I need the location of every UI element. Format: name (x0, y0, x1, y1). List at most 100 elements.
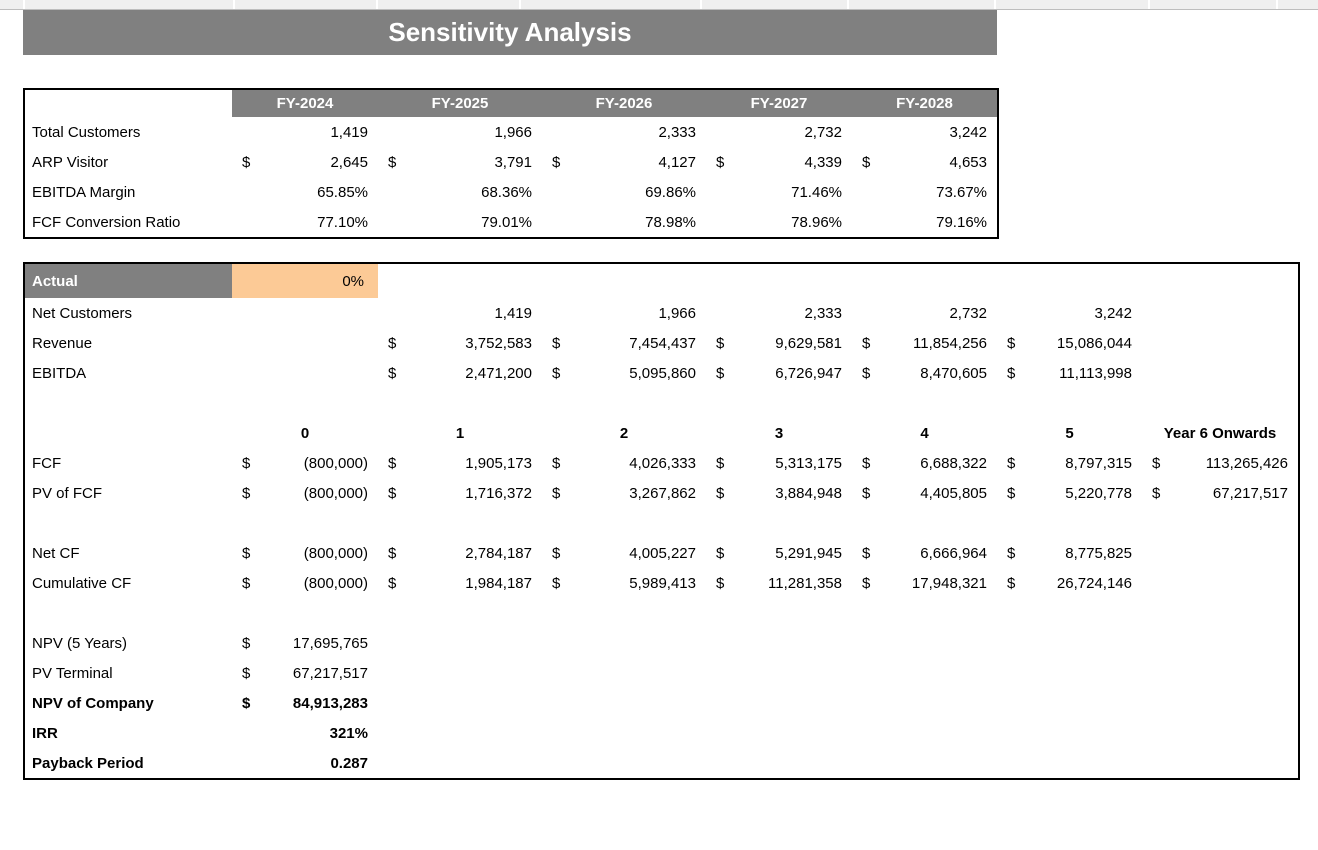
cell: $67,217,517 (242, 664, 368, 682)
dollar-sign: $ (242, 544, 251, 562)
dollar-sign: $ (552, 153, 561, 171)
cell: 68.36% (481, 183, 532, 201)
year-header: 5 (1065, 424, 1074, 442)
cell: 65.85% (317, 183, 368, 201)
dollar-sign: $ (862, 574, 871, 592)
column-header: FY-2024 (232, 90, 378, 117)
cell: 1,419 (330, 123, 368, 141)
cell: 69.86% (645, 183, 696, 201)
cell: $8,470,605 (862, 364, 987, 382)
sensitivity-input-cell[interactable]: 0% (232, 264, 378, 298)
dollar-sign: $ (388, 454, 397, 472)
dollar-sign: $ (552, 574, 561, 592)
grid-cell (996, 0, 1150, 9)
dollar-sign: $ (388, 334, 397, 352)
cell: 79.16% (936, 213, 987, 231)
cell: $8,775,825 (1007, 544, 1132, 562)
cell: 0.287 (330, 754, 368, 772)
dollar-sign: $ (552, 334, 561, 352)
dollar-sign: $ (242, 634, 251, 652)
dollar-sign: $ (862, 334, 871, 352)
dollar-sign: $ (242, 664, 251, 682)
cell: $ (800,000) (242, 574, 368, 592)
column-header: FY-2028 (852, 90, 997, 117)
cell: $3,752,583 (388, 334, 532, 352)
row-label: EBITDA Margin (32, 183, 136, 201)
year-header: 1 (455, 424, 465, 442)
cell: $4,653 (862, 153, 987, 171)
cell: $3,884,948 (716, 484, 842, 502)
cell: $4,026,333 (552, 454, 696, 472)
cell: $3,267,862 (552, 484, 696, 502)
cell: 2,732 (804, 123, 842, 141)
scenario-label: Actual (25, 264, 232, 298)
year-header: 2 (619, 424, 629, 442)
dollar-sign: $ (388, 484, 397, 502)
row-label: FCF (32, 454, 62, 472)
dollar-sign: $ (1007, 334, 1016, 352)
dollar-sign: $ (1152, 484, 1161, 502)
grid-cell (25, 0, 235, 9)
cell: 78.98% (645, 213, 696, 231)
table-row: FCF Conversion Ratio 77.10% 79.01% 78.98… (25, 207, 997, 237)
cell: $11,281,358 (716, 574, 842, 592)
cell: $113,265,426 (1152, 454, 1288, 472)
dollar-sign: $ (242, 484, 251, 502)
grid-cell (1150, 0, 1278, 9)
sheet-top-row (0, 0, 1318, 10)
table-row: FCF $ (800,000) $1,905,173 $4,026,333 $5,… (25, 448, 1298, 478)
row-label: PV Terminal (32, 664, 113, 682)
cell: 71.46% (791, 183, 842, 201)
table-row: ARP Visitor $2,645 $3,791 $4,127 $4,339 … (25, 147, 997, 177)
cell: 2,333 (658, 123, 696, 141)
row-label: Payback Period (32, 754, 144, 772)
cell: $5,989,413 (552, 574, 696, 592)
dollar-sign: $ (1007, 364, 1016, 382)
cell: $1,905,173 (388, 454, 532, 472)
dollar-sign: $ (1007, 544, 1016, 562)
grid-cell (0, 0, 25, 9)
cell: $5,095,860 (552, 364, 696, 382)
actual-scenario-panel: Actual 0% Net Customers 1,419 1,966 2,33… (23, 262, 1300, 780)
row-label: Net Customers (32, 304, 133, 322)
dollar-sign: $ (552, 484, 561, 502)
spacer-row (25, 598, 1298, 628)
dollar-sign: $ (716, 454, 725, 472)
table-row: Revenue $3,752,583 $7,454,437 $9,629,581… (25, 328, 1298, 358)
cell: $4,339 (716, 153, 842, 171)
row-label: FCF Conversion Ratio (32, 213, 181, 231)
grid-cell (702, 0, 849, 9)
cell: $4,405,805 (862, 484, 987, 502)
dollar-sign: $ (1007, 574, 1016, 592)
cell: $3,791 (388, 153, 532, 171)
year-header-row: 0 1 2 3 4 5 Year 6 Onwards (25, 418, 1298, 448)
dollar-sign: $ (1007, 454, 1016, 472)
dollar-sign: $ (716, 544, 725, 562)
cell: $6,726,947 (716, 364, 842, 382)
cell: $2,471,200 (388, 364, 532, 382)
year-header: 3 (774, 424, 784, 442)
dollar-sign: $ (242, 153, 251, 171)
grid-cell (378, 0, 521, 9)
cell: 3,242 (949, 123, 987, 141)
year-header: Year 6 Onwards (1163, 424, 1277, 442)
cell: $6,666,964 (862, 544, 987, 562)
table-row: Payback Period 0.287 (25, 748, 1298, 778)
grid-cell (849, 0, 996, 9)
cell: $4,005,227 (552, 544, 696, 562)
cell: $1,984,187 (388, 574, 532, 592)
dollar-sign: $ (552, 454, 561, 472)
dollar-sign: $ (862, 544, 871, 562)
cell: $6,688,322 (862, 454, 987, 472)
cell: $15,086,044 (1007, 334, 1132, 352)
sensitivity-metrics-table: FY-2024 FY-2025 FY-2026 FY-2027 FY-2028 … (23, 88, 999, 239)
cell: $1,716,372 (388, 484, 532, 502)
dollar-sign: $ (242, 454, 251, 472)
cell: $2,784,187 (388, 544, 532, 562)
cell: $8,797,315 (1007, 454, 1132, 472)
row-label: NPV of Company (32, 694, 154, 712)
row-label: ARP Visitor (32, 153, 109, 171)
row-label: Total Customers (32, 123, 141, 141)
dollar-sign: $ (716, 484, 725, 502)
dollar-sign: $ (862, 153, 871, 171)
